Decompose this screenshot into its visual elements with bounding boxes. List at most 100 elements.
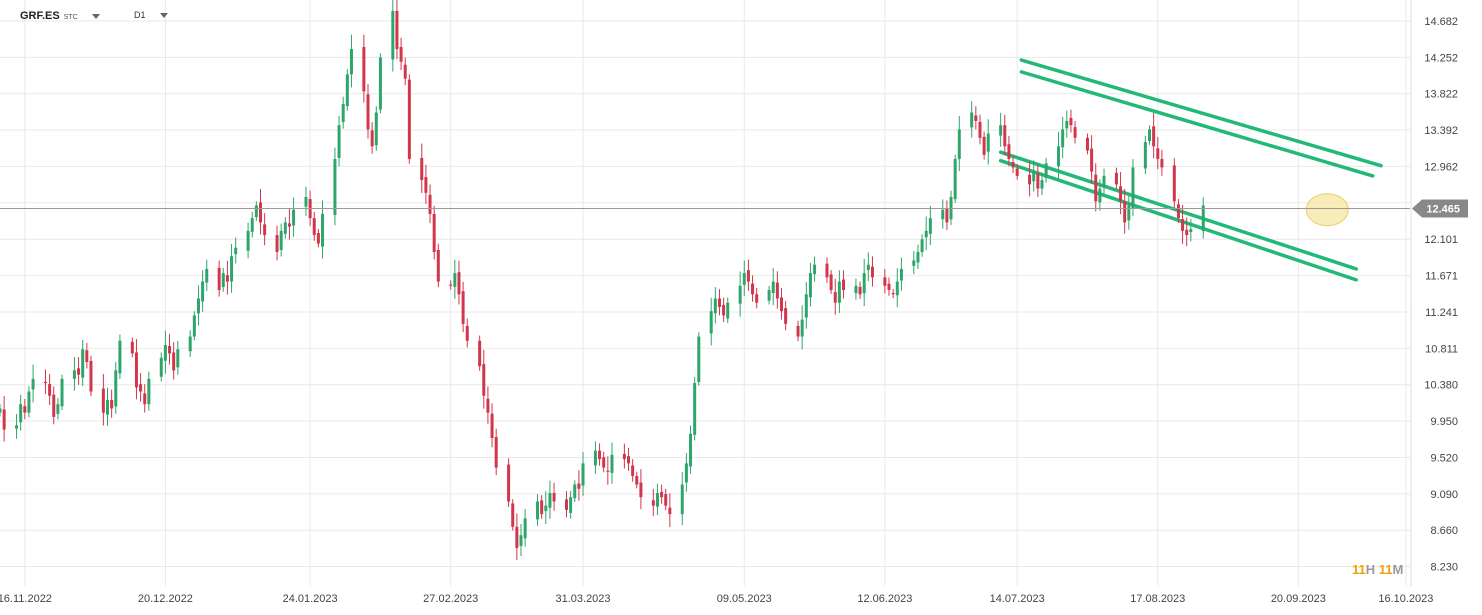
price-axis[interactable]: 14.68214.25213.82213.39212.96212.53212.1… [1410, 0, 1468, 586]
candle-down [478, 340, 482, 367]
x-tick-label: 12.06.2023 [857, 593, 912, 605]
candle-up [60, 378, 64, 407]
candle-down [507, 464, 511, 502]
candle-up [957, 129, 961, 159]
y-tick-label: 14.682 [1424, 16, 1458, 28]
candle-up [693, 383, 697, 435]
candle-up [1148, 129, 1152, 142]
candle-up [573, 484, 577, 499]
candle-up [321, 213, 325, 247]
candle-down [366, 94, 370, 130]
candle-up [1065, 120, 1069, 129]
candle-down [1094, 174, 1098, 202]
time-axis[interactable]: 16.11.2022 20.12.2022 24.01.2023 27.02.2023… [0, 593, 1433, 605]
candle-up [738, 285, 742, 304]
candle-up [31, 378, 35, 390]
candle-down [275, 235, 279, 252]
candle-up [188, 336, 192, 352]
candle-up [581, 463, 585, 486]
candle-down [457, 272, 461, 295]
candle-down [1152, 126, 1156, 147]
candle-up [205, 268, 209, 283]
candle-down [43, 381, 47, 384]
y-tick-label: 14.252 [1424, 52, 1458, 64]
candle-down [796, 325, 800, 337]
candle-down [602, 457, 606, 468]
x-tick-label: 20.09.2023 [1271, 593, 1326, 605]
candle-up [1061, 129, 1065, 148]
timeframe-selector[interactable]: D1 [134, 10, 168, 20]
timeframe-switch-hours-count[interactable]: 11 [1352, 562, 1366, 577]
y-tick-label: 11.671 [1425, 271, 1458, 283]
y-tick-label: 9.520 [1430, 452, 1458, 464]
candle-down [660, 491, 664, 498]
trend-channel-lines[interactable] [998, 58, 1383, 282]
candle-up [254, 205, 258, 218]
candle-up [953, 158, 957, 200]
candle-up [941, 209, 945, 220]
candle-up [304, 197, 308, 207]
candle-up [118, 340, 122, 374]
candle-down [362, 47, 366, 92]
candle-down [829, 274, 833, 291]
y-tick-label: 13.392 [1424, 125, 1458, 137]
candle-down [461, 291, 465, 324]
candle-up [895, 281, 899, 296]
candle-down [436, 249, 440, 282]
candle-up [610, 454, 614, 473]
symbol-dropdown-chevron-icon[interactable] [91, 13, 100, 19]
candle-down [490, 413, 494, 439]
candle-up [0, 408, 2, 413]
candle-up [684, 463, 688, 483]
candle-down [48, 384, 52, 396]
candle-up [519, 535, 523, 546]
candle-down [833, 292, 837, 303]
candle-down [312, 218, 316, 236]
candle-down [287, 223, 291, 227]
x-tick-label: 16.11.2022 [0, 593, 52, 605]
candle-up [234, 247, 238, 255]
candle-up [163, 345, 167, 361]
candle-down [143, 393, 147, 405]
x-tick-label: 14.07.2023 [990, 593, 1045, 605]
y-tick-label: 12.962 [1424, 161, 1458, 173]
candle-down [1114, 172, 1118, 185]
candle-down [85, 350, 89, 362]
candle-up [866, 264, 870, 271]
channel-line[interactable] [1019, 70, 1375, 178]
y-tick-label: 9.090 [1430, 489, 1458, 501]
candle-down [1172, 165, 1176, 202]
candle-down [982, 136, 986, 155]
exchange-label: STC [63, 13, 78, 21]
x-tick-label: 20.12.2022 [138, 593, 193, 605]
candle-up [221, 273, 225, 287]
candle-up [283, 222, 287, 234]
candle-up [709, 311, 713, 334]
candle-up [813, 264, 817, 275]
candle-up [374, 112, 378, 146]
candle-down [1028, 174, 1032, 185]
candle-down [651, 500, 655, 506]
candle-up [837, 281, 841, 303]
timeframe-switch-minutes-count[interactable]: 11 [1378, 562, 1393, 577]
timeframe-dropdown-chevron-icon[interactable] [159, 12, 168, 18]
y-tick-label: 10.380 [1424, 380, 1458, 392]
candle-down [258, 202, 262, 223]
x-tick-label: 31.03.2023 [555, 593, 610, 605]
candle-up [1102, 175, 1106, 188]
candle-up [1057, 146, 1061, 167]
highlight-circle [1305, 193, 1349, 227]
timeframe-switch-hours-unit[interactable]: H [1365, 562, 1376, 577]
candle-down [101, 388, 105, 413]
candle-up [899, 268, 903, 281]
candle-up [391, 10, 395, 60]
candle-down [1015, 168, 1019, 176]
symbol-selector[interactable]: GRF.ES STC [20, 10, 100, 22]
candle-down [1073, 127, 1077, 138]
candle-up [767, 290, 771, 301]
channel-line[interactable] [1019, 58, 1383, 168]
y-tick-label: 12.101 [1424, 234, 1458, 246]
timeframe-switch-minutes-unit[interactable]: M [1392, 562, 1404, 577]
candle-down [945, 208, 949, 223]
